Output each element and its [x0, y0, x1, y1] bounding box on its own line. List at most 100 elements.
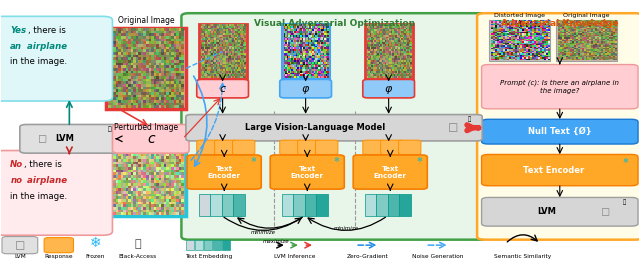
Text: Text Embedding: Text Embedding	[184, 254, 232, 259]
Bar	[376, 194, 388, 216]
Text: ❄: ❄	[251, 157, 257, 163]
Text: minimize: minimize	[333, 226, 358, 231]
Bar	[221, 241, 230, 250]
Bar	[282, 194, 293, 216]
FancyBboxPatch shape	[353, 155, 428, 189]
Text: c: c	[220, 84, 226, 94]
Text: Noise Generation: Noise Generation	[412, 254, 463, 259]
FancyBboxPatch shape	[381, 140, 403, 155]
FancyBboxPatch shape	[113, 124, 189, 153]
Text: airplane: airplane	[24, 42, 67, 51]
Bar	[365, 24, 413, 79]
FancyBboxPatch shape	[316, 140, 338, 155]
Text: Yes: Yes	[10, 26, 26, 35]
Bar	[106, 28, 186, 109]
FancyBboxPatch shape	[0, 16, 113, 101]
FancyBboxPatch shape	[196, 79, 248, 98]
Text: minimize: minimize	[251, 230, 276, 235]
Bar	[186, 241, 194, 250]
Text: , there is: , there is	[24, 160, 61, 169]
Text: ❄: ❄	[417, 157, 422, 163]
Text: 🔒: 🔒	[622, 200, 626, 205]
FancyBboxPatch shape	[2, 237, 38, 254]
FancyBboxPatch shape	[399, 140, 421, 155]
FancyBboxPatch shape	[481, 64, 638, 109]
Text: Text
Encoder: Text Encoder	[291, 166, 324, 178]
FancyBboxPatch shape	[477, 13, 640, 240]
Text: airplane: airplane	[24, 176, 67, 185]
Bar	[204, 241, 212, 250]
Text: Visual Adversarial Optimization: Visual Adversarial Optimization	[254, 19, 415, 28]
Text: ◻: ◻	[38, 134, 47, 144]
FancyBboxPatch shape	[481, 155, 638, 186]
Bar	[365, 194, 376, 216]
FancyBboxPatch shape	[298, 140, 320, 155]
Text: Perturbed Image: Perturbed Image	[114, 123, 178, 132]
Text: 🔒: 🔒	[468, 117, 471, 122]
Text: LVM: LVM	[538, 207, 556, 216]
Text: Original Image: Original Image	[118, 16, 174, 25]
Bar	[293, 194, 305, 216]
Text: ❄: ❄	[333, 157, 340, 163]
FancyBboxPatch shape	[20, 124, 119, 153]
Text: an: an	[10, 42, 22, 51]
Bar	[399, 194, 411, 216]
Text: 🔒: 🔒	[108, 126, 111, 132]
FancyBboxPatch shape	[280, 140, 302, 155]
Text: in the image.: in the image.	[10, 192, 67, 201]
Text: Adversarial Knowledge: Adversarial Knowledge	[501, 19, 618, 28]
Text: Distorted Image: Distorted Image	[494, 13, 545, 18]
Text: 🔒: 🔒	[134, 239, 141, 249]
Text: in the image.: in the image.	[10, 57, 67, 67]
Text: ◻: ◻	[602, 207, 611, 217]
FancyBboxPatch shape	[181, 13, 487, 240]
Text: LVM: LVM	[14, 254, 26, 259]
Text: maximize: maximize	[262, 239, 289, 244]
FancyBboxPatch shape	[187, 155, 261, 189]
Bar	[195, 241, 203, 250]
Text: No: No	[10, 160, 24, 169]
Text: ❄: ❄	[622, 158, 628, 164]
FancyBboxPatch shape	[214, 140, 237, 155]
Text: Zero-Gradient: Zero-Gradient	[346, 254, 388, 259]
Text: Prompt (c): Is there an airplane in
the image?: Prompt (c): Is there an airplane in the …	[500, 80, 620, 94]
Text: Large Vision-Language Model: Large Vision-Language Model	[244, 123, 385, 132]
FancyBboxPatch shape	[481, 119, 638, 144]
Bar	[198, 24, 246, 79]
Bar	[282, 24, 330, 79]
Text: Black-Access: Black-Access	[119, 254, 157, 259]
Text: Text
Encoder: Text Encoder	[374, 166, 407, 178]
FancyBboxPatch shape	[280, 79, 332, 98]
Text: LVM Inference: LVM Inference	[275, 254, 316, 259]
FancyBboxPatch shape	[44, 238, 74, 253]
FancyBboxPatch shape	[232, 140, 255, 155]
FancyBboxPatch shape	[196, 140, 219, 155]
Text: LVM: LVM	[55, 134, 74, 143]
FancyBboxPatch shape	[186, 114, 482, 141]
Text: Response: Response	[45, 254, 73, 259]
FancyBboxPatch shape	[0, 151, 113, 235]
Bar	[212, 241, 221, 250]
Bar	[198, 194, 210, 216]
Text: c: c	[147, 132, 155, 146]
Text: ◻: ◻	[15, 239, 25, 252]
FancyBboxPatch shape	[363, 79, 415, 98]
Text: Text Encoder: Text Encoder	[523, 166, 584, 174]
Bar	[388, 194, 399, 216]
Text: , there is: , there is	[28, 26, 66, 35]
Text: ◻: ◻	[447, 121, 458, 134]
FancyBboxPatch shape	[363, 140, 385, 155]
Text: Text
Encoder: Text Encoder	[208, 166, 241, 178]
Bar	[316, 194, 328, 216]
Text: Frozen: Frozen	[86, 254, 105, 259]
Text: Semantic Similarity: Semantic Similarity	[494, 254, 551, 259]
Bar	[233, 194, 244, 216]
Bar	[489, 20, 550, 61]
Text: no: no	[10, 176, 22, 185]
Bar	[556, 20, 617, 61]
Bar	[106, 135, 186, 216]
Bar	[210, 194, 221, 216]
FancyBboxPatch shape	[270, 155, 344, 189]
Text: ❄: ❄	[90, 236, 101, 250]
Text: φ: φ	[385, 84, 392, 94]
